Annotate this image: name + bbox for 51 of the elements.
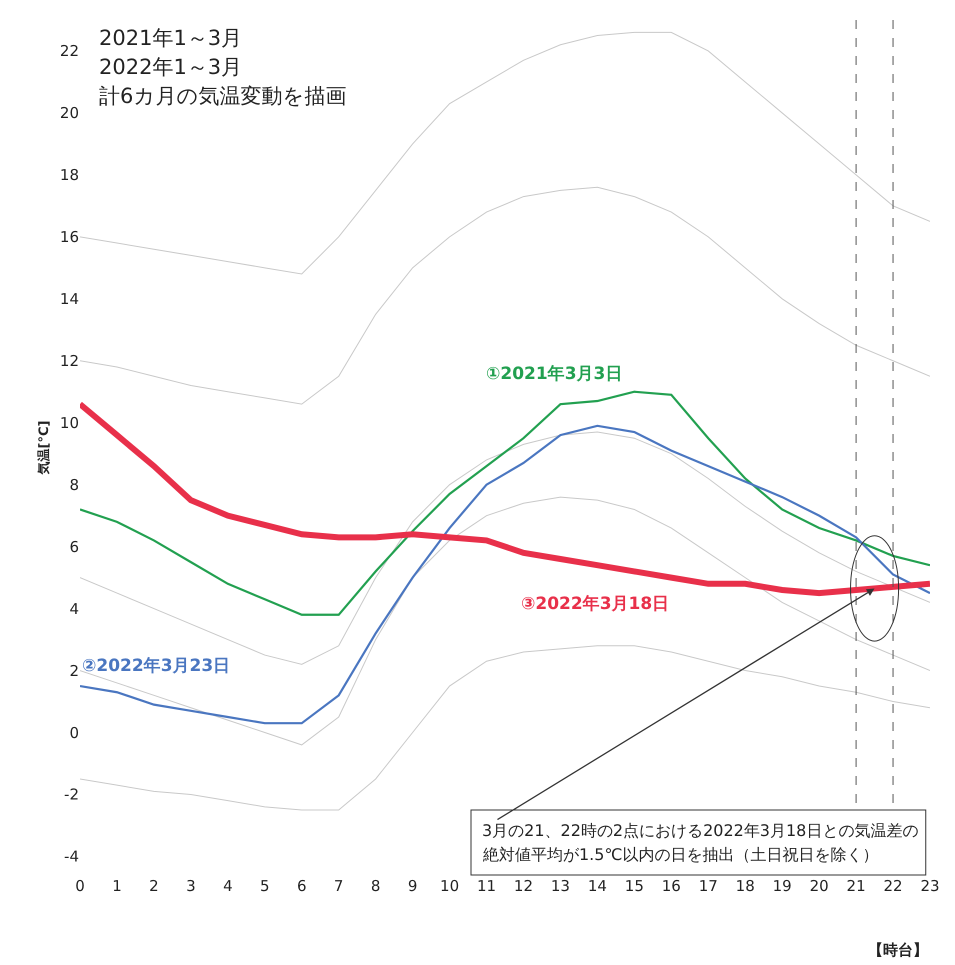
x-tick-label: 6 — [296, 877, 307, 895]
x-tick-label: 11 — [476, 877, 496, 895]
y-tick-label: 22 — [60, 42, 79, 60]
x-tick-label: 16 — [662, 877, 681, 895]
x-tick-label: 8 — [370, 877, 380, 895]
y-tick-label: -2 — [64, 786, 79, 804]
y-tick-label: 18 — [60, 166, 79, 184]
line-series — [80, 645, 930, 810]
x-tick-label: 12 — [514, 877, 534, 895]
x-tick-label: 9 — [408, 877, 418, 895]
series-label: ②2022年3月23日 — [82, 656, 230, 676]
y-tick-label: 6 — [69, 538, 79, 556]
chart-title: 2021年1～3月 — [99, 26, 242, 50]
y-tick-label: 16 — [60, 228, 79, 246]
x-tick-label: 3 — [186, 877, 196, 895]
x-tick-label: 21 — [846, 877, 866, 895]
line-series — [80, 424, 930, 724]
line-series — [80, 186, 930, 405]
x-tick-label: 15 — [624, 877, 644, 895]
x-tick-label: 18 — [736, 877, 755, 895]
y-axis-title: 気温[°C] — [36, 420, 52, 476]
x-tick-label: 23 — [920, 877, 940, 895]
y-tick-label: 12 — [60, 352, 79, 370]
y-tick-label: 0 — [69, 724, 79, 742]
y-tick-label: 4 — [69, 600, 79, 618]
series-label: ①2021年3月3日 — [486, 364, 622, 384]
line-series — [80, 496, 930, 746]
text: 2022年1～3月 — [99, 55, 242, 79]
x-tick-label: 2 — [149, 877, 159, 895]
y-tick-label: 8 — [69, 476, 79, 494]
annotation: 計6カ月の気温変動を描画 — [99, 84, 346, 108]
x-tick-label: 4 — [223, 877, 233, 895]
x-tick-label: 13 — [550, 877, 570, 895]
x-tick-label: 7 — [334, 877, 344, 895]
x-tick-label: 10 — [440, 877, 460, 895]
y-tick-label: 14 — [60, 290, 79, 308]
x-tick-label: 14 — [588, 877, 607, 895]
y-tick-label: -4 — [64, 848, 79, 866]
x-tick-label: 20 — [810, 877, 829, 895]
x-tick-label: 5 — [260, 877, 270, 895]
x-axis-title: 【時台】 — [868, 941, 928, 959]
x-tick-label: 19 — [772, 877, 792, 895]
annotation: 絶対値平均が1.5℃以内の日を抽出（土日祝日を除く） — [482, 845, 878, 864]
y-tick-label: 2 — [69, 662, 79, 680]
annotation: 3月の21、22時の2点における2022年3月18日との気温差の — [482, 821, 918, 840]
x-tick-label: 1 — [112, 877, 122, 895]
y-tick-label: 20 — [60, 104, 79, 122]
x-tick-label: 22 — [883, 877, 903, 895]
y-tick-label: 10 — [60, 414, 79, 432]
series-label: ③2022年3月18日 — [521, 594, 670, 614]
x-tick-label: 17 — [698, 877, 718, 895]
